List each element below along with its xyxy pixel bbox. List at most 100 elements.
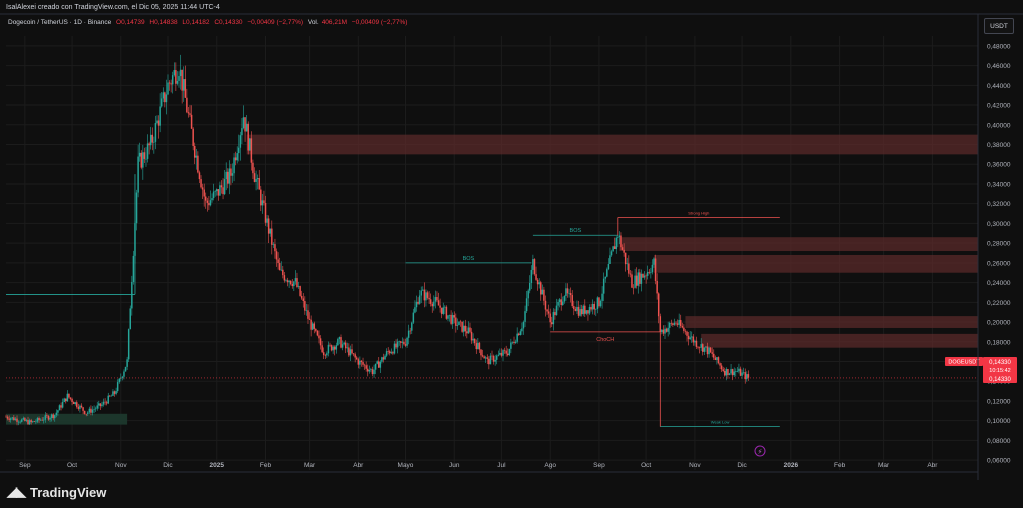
- candle-body: [96, 405, 98, 409]
- candle-body: [258, 178, 260, 190]
- candle-body: [88, 408, 91, 413]
- candle-body: [459, 321, 462, 323]
- candle-body: [442, 307, 444, 314]
- candle-body: [90, 408, 92, 413]
- candle-body: [283, 275, 286, 281]
- candle-body: [190, 114, 193, 129]
- candle-body: [149, 134, 152, 146]
- candle-body: [195, 155, 198, 158]
- candle-body: [579, 309, 581, 316]
- candle-body: [576, 306, 578, 311]
- candle-body: [568, 293, 570, 294]
- candle-body: [178, 76, 180, 81]
- time-tick-label: Mar: [304, 462, 316, 469]
- candle-body: [376, 361, 378, 364]
- candle-body: [25, 420, 28, 421]
- candle-body: [722, 369, 724, 371]
- time-tick-label: Mar: [878, 462, 890, 469]
- candle-body: [565, 288, 567, 297]
- symbol-title[interactable]: Dogecoin / TetherUS · 1D · Binance: [8, 19, 112, 26]
- candle-body: [204, 196, 207, 201]
- candle-body: [528, 283, 531, 291]
- price-tick-label: 0,38000: [987, 142, 1011, 149]
- supply-zone: [654, 254, 978, 273]
- time-tick-label: Sep: [593, 462, 605, 469]
- candle-body: [533, 259, 536, 275]
- candle-body: [176, 80, 179, 84]
- candle-body: [637, 272, 640, 286]
- candle-body: [233, 157, 235, 174]
- candle-body: [676, 323, 679, 325]
- countdown-label: 10:15:42: [989, 368, 1010, 374]
- candle-body: [433, 301, 435, 307]
- symbol-tag-bg: [945, 356, 983, 366]
- time-tick-label: Ago: [544, 462, 556, 469]
- candle-body: [359, 360, 361, 365]
- candle-body: [8, 418, 10, 420]
- candle-body: [596, 297, 599, 309]
- candle-body: [313, 323, 316, 329]
- candle-body: [571, 295, 573, 307]
- candle-body: [192, 128, 194, 146]
- price-tick-label: 0,28000: [987, 241, 1011, 248]
- candle-body: [370, 369, 372, 370]
- candle-body: [566, 288, 569, 294]
- candle-body: [593, 303, 595, 310]
- candle-body: [444, 306, 446, 308]
- candle-body: [277, 259, 279, 264]
- candle-body: [208, 202, 210, 206]
- candle-body: [126, 359, 128, 367]
- open-value: O0,14739: [116, 19, 145, 26]
- price-tick-label: 0,36000: [987, 162, 1011, 169]
- time-tick-label: Jun: [449, 462, 460, 469]
- candle-body: [308, 318, 311, 320]
- last-price-label: 0,14330: [989, 360, 1011, 366]
- candle-body: [742, 372, 745, 373]
- candle-body: [585, 310, 588, 314]
- candle-body: [164, 92, 166, 103]
- candle-body: [293, 281, 295, 287]
- candle-body: [261, 200, 264, 206]
- candle-body: [675, 322, 677, 324]
- candle-body: [165, 94, 168, 103]
- candle-body: [390, 352, 393, 354]
- candle-body: [278, 263, 281, 271]
- price-tick-label: 0,48000: [987, 43, 1011, 50]
- currency-button[interactable]: USDT: [984, 18, 1014, 34]
- candle-body: [216, 189, 218, 192]
- candle-body: [49, 417, 51, 420]
- candle-body: [653, 258, 655, 265]
- price-tick-label: 0,32000: [987, 201, 1011, 208]
- price-chart[interactable]: 0,48000 0,46000 0,44000 0,42000 0,40000 0,380…: [0, 0, 1023, 480]
- demand-zone: [6, 413, 128, 425]
- time-tick-label: Oct: [67, 462, 77, 469]
- lightning-icon: ⚡: [758, 448, 763, 456]
- candle-body: [690, 336, 693, 338]
- candle-body: [72, 402, 75, 405]
- candle-body: [341, 344, 344, 348]
- tradingview-brand[interactable]: ◢◣ TradingView: [7, 484, 106, 500]
- candle-body: [115, 391, 117, 394]
- candle-body: [599, 300, 602, 307]
- candle-body: [352, 353, 355, 355]
- time-tick-label: Jul: [497, 462, 506, 469]
- candle-body: [744, 372, 746, 380]
- candle-body: [153, 141, 155, 143]
- structure-label: BOS: [570, 228, 582, 234]
- candle-body: [724, 370, 726, 376]
- candle-body: [33, 421, 36, 422]
- time-tick-label: Oct: [641, 462, 651, 469]
- candle-body: [524, 311, 526, 322]
- candle-body: [27, 420, 29, 425]
- candle-body: [98, 403, 100, 406]
- candle-body: [94, 408, 97, 410]
- candle-body: [186, 97, 188, 113]
- candle-body: [635, 275, 638, 286]
- candle-body: [417, 301, 419, 304]
- candle-body: [415, 301, 418, 308]
- candle-body: [327, 344, 330, 354]
- candle-body: [574, 308, 577, 311]
- candle-body: [294, 278, 297, 282]
- candle-body: [160, 98, 163, 107]
- candle-body: [371, 369, 374, 375]
